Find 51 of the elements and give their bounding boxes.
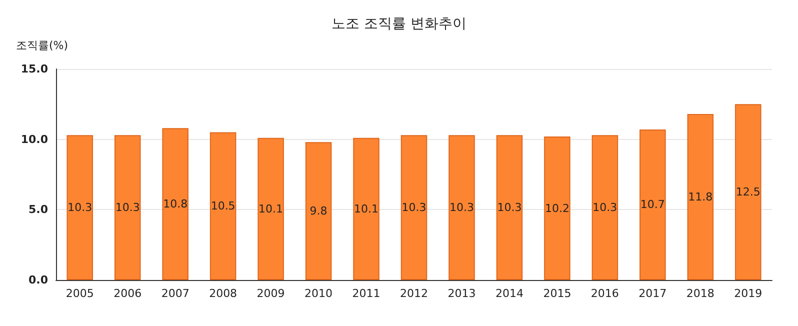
bar [305, 142, 332, 280]
data-label: 10.3 [497, 201, 522, 214]
x-tick-label: 2006 [114, 287, 142, 300]
data-label: 9.8 [310, 204, 328, 218]
x-tick-label: 2018 [686, 287, 714, 300]
bar [640, 129, 666, 280]
bar [496, 135, 523, 280]
data-label: 10.2 [544, 202, 570, 215]
bar [735, 104, 762, 280]
x-tick-label: 2008 [209, 287, 238, 300]
x-tick-label: 2014 [495, 287, 524, 300]
y-tick-label: 15.0 [20, 62, 48, 76]
data-label: 10.7 [640, 198, 665, 212]
data-label: 10.3 [68, 201, 92, 214]
x-tick-label: 2013 [448, 287, 476, 300]
bar [162, 128, 188, 280]
data-label: 11.8 [688, 190, 713, 204]
bar [258, 138, 284, 280]
x-tick-label: 2019 [734, 287, 762, 300]
bar [210, 132, 236, 280]
x-tick-label: 2011 [352, 287, 380, 300]
bar [687, 114, 714, 280]
x-tick-label: 2012 [400, 287, 428, 300]
data-label: 10.5 [210, 200, 236, 213]
bar [400, 135, 428, 280]
data-label: 10.3 [402, 201, 426, 214]
data-label: 10.3 [115, 201, 140, 214]
data-label: 12.5 [736, 186, 760, 199]
chart-title: 노조 조직률 변화추이 [332, 16, 466, 32]
bar [66, 135, 93, 280]
y-tick-label: 10.0 [20, 132, 48, 146]
bar [544, 136, 570, 280]
y-tick-label: 0.0 [28, 274, 48, 286]
bar [114, 135, 141, 280]
bar [353, 138, 380, 280]
x-tick-label: 2007 [161, 287, 190, 300]
data-label: 10.3 [449, 201, 474, 214]
x-tick-label: 2005 [66, 287, 94, 300]
data-label: 10.1 [354, 202, 379, 216]
x-tick-label: 2017 [638, 287, 667, 300]
data-label: 10.8 [163, 198, 188, 211]
bar [448, 135, 475, 280]
bar [592, 135, 618, 280]
x-tick-label: 2009 [256, 287, 285, 300]
y-axis-title: 조직률(%) [16, 39, 68, 52]
y-tick-label: 5.0 [28, 203, 48, 216]
data-label: 10.1 [258, 202, 284, 216]
x-tick-label: 2015 [543, 287, 572, 300]
x-tick-label: 2010 [304, 287, 333, 300]
data-label: 10.3 [592, 201, 618, 214]
x-tick-label: 2016 [590, 287, 619, 300]
